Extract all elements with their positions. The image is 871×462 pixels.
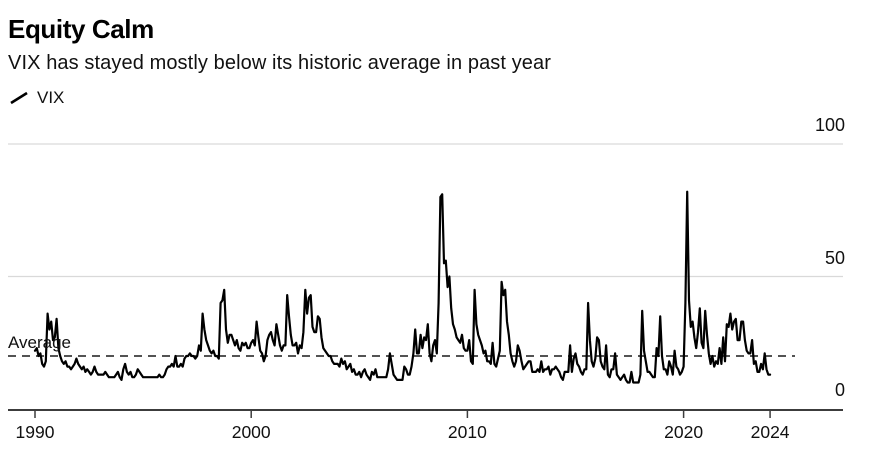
vix-series-path: [33, 190, 772, 384]
x-tick-label-2020: 2020: [664, 422, 704, 442]
legend-label: VIX: [37, 88, 65, 107]
y-tick-label-0: 0: [834, 380, 845, 400]
x-tick-label-2010: 2010: [447, 422, 487, 442]
legend: VIX: [8, 88, 64, 108]
chart-title: Equity Calm: [8, 14, 154, 44]
line-series-icon: [10, 91, 28, 105]
x-tick-label-2024: 2024: [750, 422, 790, 442]
average-label: Average: [8, 333, 72, 352]
y-tick-label-100: 100: [814, 115, 845, 135]
y-tick-label-50: 50: [824, 247, 845, 268]
x-tick-label-2000: 2000: [231, 422, 271, 442]
chart-subtitle: VIX has stayed mostly below its historic…: [8, 52, 552, 74]
x-tick-label-1990: 1990: [15, 422, 55, 442]
